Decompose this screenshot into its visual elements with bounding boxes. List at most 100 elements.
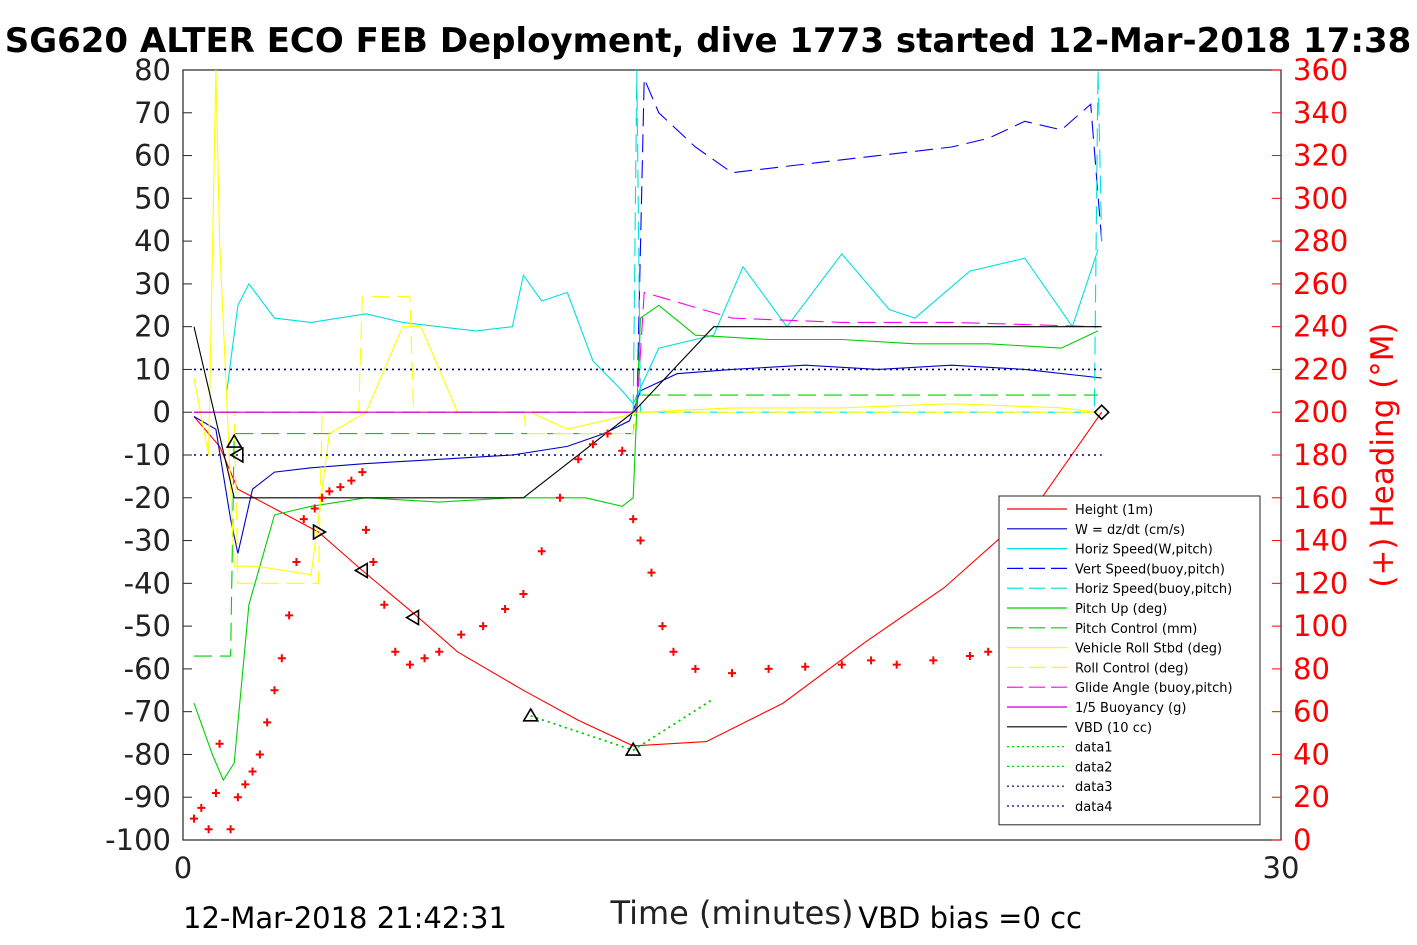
x-axis-label: Time (minutes) (610, 894, 854, 932)
right-axis-label: (+) Heading (°M) (1365, 322, 1401, 587)
heading-point (984, 647, 993, 656)
legend-label: Horiz Speed(W,pitch) (1075, 543, 1213, 558)
y-tick-label: 10 (134, 352, 171, 386)
y-tick-label: -40 (124, 566, 171, 600)
heading-point (233, 793, 242, 802)
legend-label: Horiz Speed(buoy,pitch) (1075, 582, 1232, 597)
x-axis-ticks: 0 30 (174, 831, 1299, 885)
y-tick-label: -10 (124, 438, 171, 472)
y2-tick-label: 0 (1293, 823, 1311, 857)
heading-point (479, 622, 488, 631)
y-tick-label: -90 (124, 780, 171, 814)
y2-tick-label: 300 (1293, 181, 1348, 215)
y2-tick-label: 100 (1293, 609, 1348, 643)
y2-tick-label: 200 (1293, 395, 1348, 429)
series-layer (189, 70, 1110, 834)
legend-label: data3 (1075, 780, 1113, 795)
heading-point (248, 767, 257, 776)
heading-point (285, 611, 294, 620)
footer-vbd-bias: VBD bias =0 cc (858, 901, 1082, 935)
y-tick-label: 60 (134, 139, 171, 173)
y2-tick-label: 140 (1293, 524, 1348, 558)
event-marker-triangle-up (225, 433, 243, 448)
y-tick-label: -60 (124, 652, 171, 686)
heading-point (347, 476, 356, 485)
legend-label: Glide Angle (buoy,pitch) (1075, 681, 1233, 696)
y2-tick-label: 180 (1293, 438, 1348, 472)
chart-title: SG620 ALTER ECO FEB Deployment, dive 177… (5, 21, 1412, 61)
heading-point (310, 504, 319, 513)
y-tick-label: 70 (134, 96, 171, 130)
y-tick-label: 0 (153, 395, 171, 429)
heading-point (405, 660, 414, 669)
heading-point (391, 647, 400, 656)
right-axis-ticks: 3603403203002802602402202001801601401201… (1272, 53, 1348, 857)
heading-point (457, 630, 466, 639)
heading-point (189, 814, 198, 823)
legend-box (998, 495, 1261, 826)
legend-label: W = dz/dt (cm/s) (1075, 523, 1185, 538)
heading-point (629, 515, 638, 524)
series-line-data2 (530, 698, 715, 752)
heading-point (435, 647, 444, 656)
legend-label: data1 (1075, 741, 1113, 756)
y2-tick-label: 160 (1293, 481, 1348, 515)
heading-point (277, 654, 286, 663)
series-line-roll-control-deg (194, 296, 1098, 584)
heading-point (241, 780, 250, 789)
y-tick-label: 20 (134, 310, 171, 344)
heading-point (603, 429, 612, 438)
y-tick-label: -100 (105, 823, 171, 857)
heading-point (211, 788, 220, 797)
legend-label: Vehicle Roll Stbd (deg) (1075, 642, 1222, 657)
series-line-height-1m (193, 411, 1103, 747)
heading-point (325, 487, 334, 496)
heading-point (837, 660, 846, 669)
y-tick-label: -50 (124, 609, 171, 643)
heading-point (965, 652, 974, 661)
heading-point (358, 468, 367, 477)
y2-tick-label: 280 (1293, 224, 1348, 258)
heading-point (204, 825, 213, 834)
y2-tick-label: 260 (1293, 267, 1348, 301)
y2-tick-label: 80 (1293, 652, 1330, 686)
event-marker-triangle-right (312, 523, 327, 541)
y2-tick-label: 220 (1293, 352, 1348, 386)
legend-label: data2 (1075, 760, 1113, 775)
heading-point (764, 664, 773, 673)
series-line-w-dz-dt-cm-s (193, 364, 1102, 554)
heading-point (255, 750, 264, 759)
heading-point (636, 536, 645, 545)
event-marker-triangle-up (522, 707, 540, 722)
series-line-horiz-speed-buoy-pitch (632, 70, 1103, 413)
heading-point (555, 493, 564, 502)
heading-point (574, 455, 583, 464)
heading-point (801, 662, 810, 671)
series-line-vehicle-roll-stbd-deg (193, 70, 1099, 576)
heading-point (892, 660, 901, 669)
heading-point (362, 525, 370, 534)
event-marker-triangle-left (353, 562, 369, 579)
legend-label: Roll Control (deg) (1075, 661, 1189, 676)
event-marker-triangle-up (624, 741, 642, 756)
series-line-pitch-up-deg (193, 304, 1099, 782)
heading-point (728, 669, 736, 678)
y-tick-label: -20 (124, 481, 171, 515)
heading-point (336, 483, 345, 492)
heading-point (929, 656, 938, 665)
heading-point (226, 825, 235, 834)
heading-point (519, 590, 528, 599)
left-axis-ticks: 80 70 60 50 40 30 20 10 0 -10 -20 -30 -40 -50 -60 -70 -8… (105, 53, 192, 857)
y-tick-label: 50 (134, 181, 171, 215)
heading-point (537, 547, 546, 556)
y2-tick-label: 320 (1293, 139, 1348, 173)
event-marker-diamond (1093, 404, 1110, 421)
y-tick-label: -80 (124, 737, 171, 771)
y-tick-label: 80 (134, 53, 171, 87)
heading-point (647, 568, 656, 577)
heading-point (618, 446, 627, 455)
event-markers (225, 404, 1110, 756)
legend-label: Pitch Up (deg) (1075, 602, 1167, 617)
heading-point (292, 557, 301, 566)
legend-label: 1/5 Buoyancy (g) (1075, 701, 1186, 716)
